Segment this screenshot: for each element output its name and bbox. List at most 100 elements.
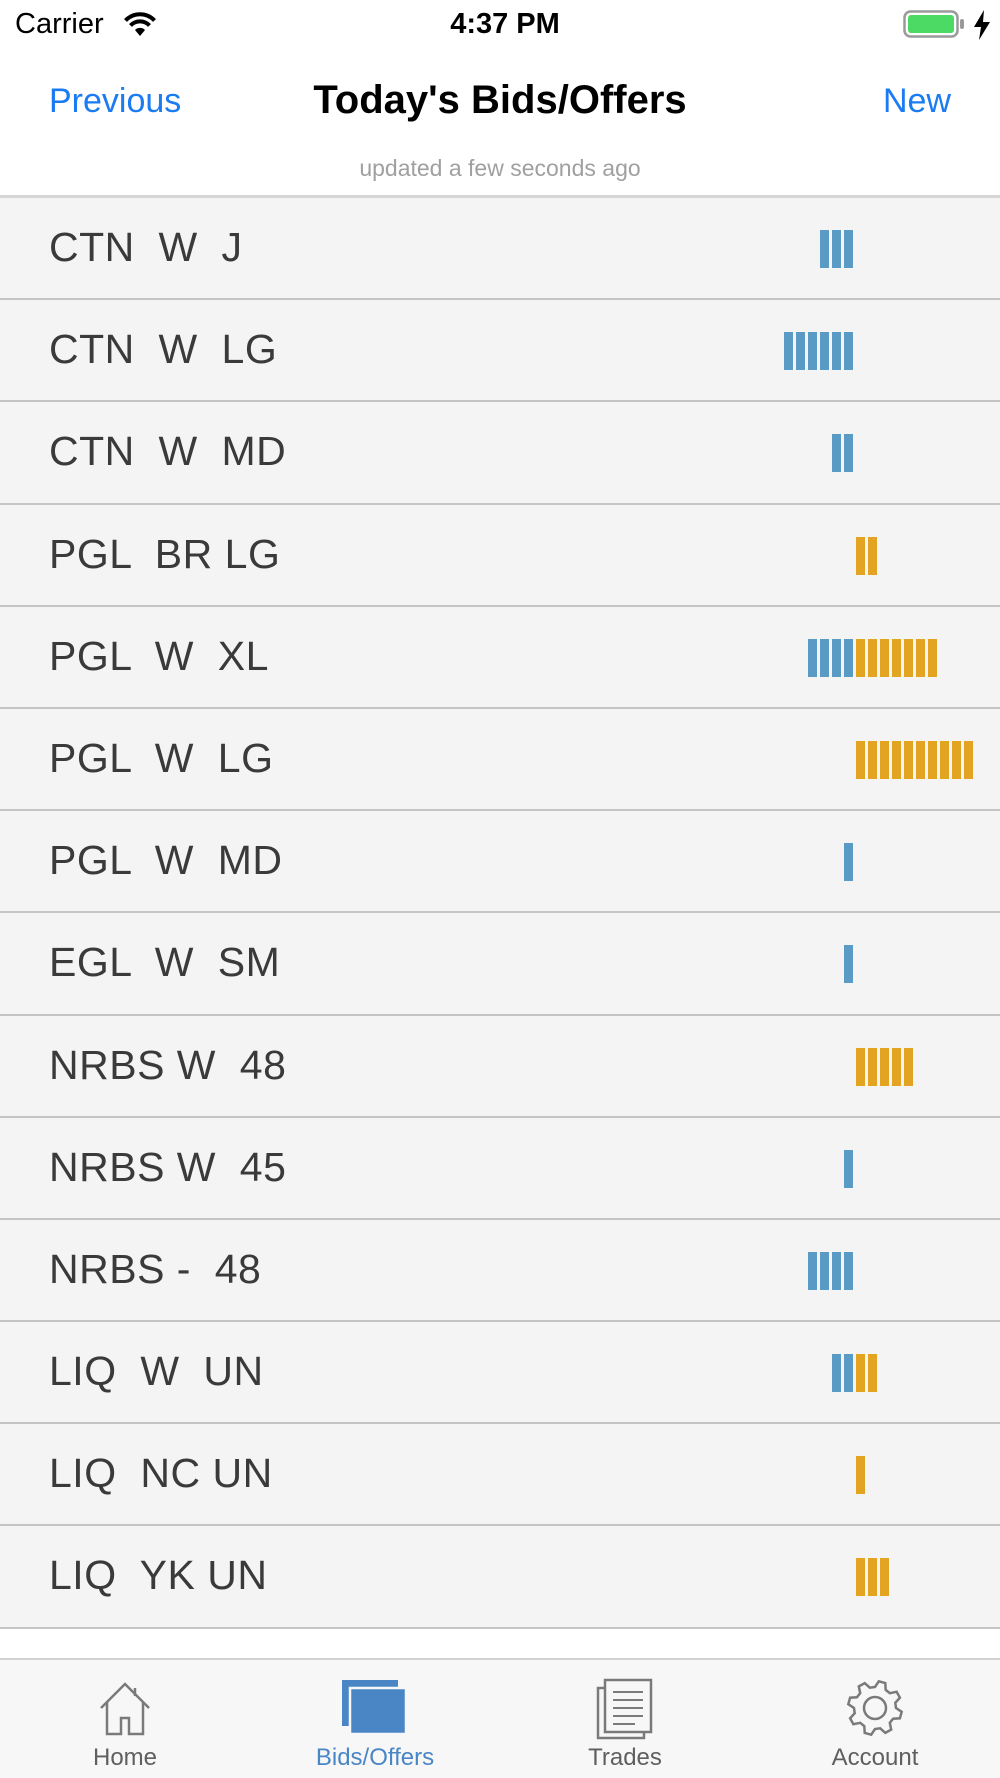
list-item[interactable]: NRBS W 48 xyxy=(0,1015,1000,1118)
offer-bar xyxy=(916,740,925,779)
wifi-icon xyxy=(123,12,157,43)
bid-bar xyxy=(796,332,805,371)
offer-bar xyxy=(880,1047,889,1086)
bid-bar xyxy=(808,638,817,677)
tab-label: Bids/Offers xyxy=(315,1744,435,1771)
offer-bar xyxy=(964,740,973,779)
offer-bar xyxy=(928,740,937,779)
item-label: LIQ NC UN xyxy=(49,1450,273,1497)
offer-bar xyxy=(856,536,865,575)
list-item[interactable]: PGL W XL xyxy=(0,606,1000,709)
bid-bar xyxy=(832,332,841,371)
battery-icon xyxy=(903,10,965,43)
page-title: Today's Bids/Offers xyxy=(313,78,687,122)
bid-offer-bars xyxy=(0,740,1000,779)
bid-offer-bars xyxy=(0,638,1000,677)
status-bar: Carrier 4:37 PM xyxy=(0,0,1000,52)
bid-offer-bars xyxy=(0,1354,1000,1393)
list-item[interactable]: EGL W SM xyxy=(0,913,1000,1016)
tab-label: Account xyxy=(831,1744,919,1771)
offer-bar xyxy=(880,1558,889,1597)
bid-bar xyxy=(844,230,853,268)
bid-bar xyxy=(844,1354,853,1393)
item-label: PGL W XL xyxy=(49,632,269,679)
list-item[interactable]: NRBS - 48 xyxy=(0,1219,1000,1323)
offer-bar xyxy=(904,638,913,677)
bid-bar xyxy=(844,945,853,984)
offer-bar xyxy=(856,1456,865,1495)
list-item[interactable]: PGL BR LG xyxy=(0,504,1000,607)
offer-bar xyxy=(892,638,901,677)
bids-offers-list: CTN W J CTN W LG CTN W MD PGL BR LG PGL W XL… xyxy=(0,198,1000,1629)
bid-offer-bars xyxy=(0,843,1000,882)
bid-offer-bars xyxy=(0,332,1000,371)
bid-bar xyxy=(820,332,829,371)
item-label: NRBS W 45 xyxy=(49,1143,287,1190)
bid-offer-bars xyxy=(0,945,1000,984)
item-label: CTN W J xyxy=(49,224,243,270)
bid-bar xyxy=(832,434,841,473)
bid-bar xyxy=(820,1251,829,1290)
bids-offers-icon xyxy=(342,1680,408,1736)
item-label: PGL W MD xyxy=(49,837,283,884)
offer-bar xyxy=(868,1354,877,1393)
list-item[interactable]: PGL W MD xyxy=(0,811,1000,914)
tab-home[interactable]: Home xyxy=(0,1660,250,1778)
item-label: PGL BR LG xyxy=(49,530,281,577)
offer-bar xyxy=(904,740,913,779)
offer-bar xyxy=(952,740,961,779)
updated-timestamp: updated a few seconds ago xyxy=(359,155,641,181)
new-button[interactable]: New xyxy=(882,82,951,120)
offer-bar xyxy=(880,638,889,677)
bid-bar xyxy=(844,1251,853,1290)
item-label: CTN W MD xyxy=(49,428,287,475)
offer-bar xyxy=(916,638,925,677)
list-item[interactable]: NRBS W 45 xyxy=(0,1117,1000,1220)
list-item[interactable]: CTN W J xyxy=(0,198,1000,301)
item-label: LIQ W UN xyxy=(49,1348,264,1395)
item-label: CTN W LG xyxy=(49,326,278,373)
offer-bar xyxy=(892,1047,901,1086)
bid-bar xyxy=(820,638,829,677)
home-icon xyxy=(100,1682,150,1736)
bid-bar xyxy=(844,843,853,882)
offer-bar xyxy=(892,740,901,779)
bid-bar xyxy=(832,1251,841,1290)
item-label: LIQ YK UN xyxy=(49,1552,268,1599)
list-item[interactable]: PGL W LG xyxy=(0,708,1000,812)
offer-bar xyxy=(940,740,949,779)
navigation-bar: Previous Today's Bids/Offers New updated… xyxy=(0,52,1000,198)
tab-label: Trades xyxy=(588,1744,662,1771)
tab-trades[interactable]: Trades xyxy=(500,1660,750,1778)
bid-offer-bars xyxy=(0,1251,1000,1290)
bid-offer-bars xyxy=(0,1456,1000,1495)
tab-account[interactable]: Account xyxy=(750,1660,1000,1778)
offer-bar xyxy=(928,638,937,677)
bid-bar xyxy=(820,230,829,268)
tab-bids-offers[interactable]: Bids/Offers xyxy=(250,1660,500,1778)
bid-offer-bars xyxy=(0,1558,1000,1597)
offer-bar xyxy=(868,1047,877,1086)
previous-button[interactable]: Previous xyxy=(49,82,182,120)
bid-offer-bars xyxy=(0,1047,1000,1086)
bid-offer-bars xyxy=(0,434,1000,473)
list-item[interactable]: LIQ NC UN xyxy=(0,1424,1000,1527)
bid-bar xyxy=(832,230,841,268)
bid-offer-bars xyxy=(0,230,1000,268)
bid-bar xyxy=(844,638,853,677)
list-item[interactable]: CTN W LG xyxy=(0,300,1000,403)
bid-bar xyxy=(844,434,853,473)
bid-bar xyxy=(844,332,853,371)
bid-bar xyxy=(784,332,793,371)
list-item[interactable]: LIQ W UN xyxy=(0,1322,1000,1425)
bid-offer-bars xyxy=(0,1149,1000,1188)
list-item[interactable]: LIQ YK UN xyxy=(0,1526,1000,1629)
bid-offer-bars xyxy=(0,536,1000,575)
list-item[interactable]: CTN W MD xyxy=(0,402,1000,505)
offer-bar xyxy=(856,1354,865,1393)
offer-bar xyxy=(856,638,865,677)
offer-bar xyxy=(856,1047,865,1086)
offer-bar xyxy=(880,740,889,779)
offer-bar xyxy=(868,1558,877,1597)
offer-bar xyxy=(856,740,865,779)
